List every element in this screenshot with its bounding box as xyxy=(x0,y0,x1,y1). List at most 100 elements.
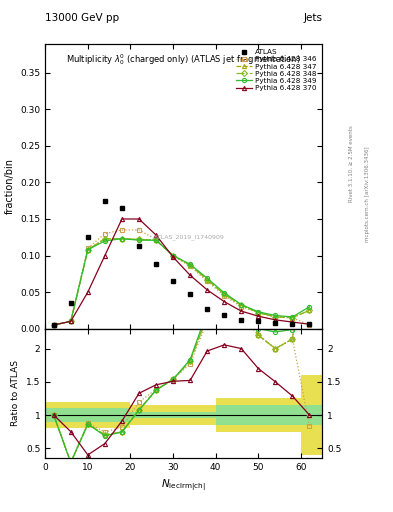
ATLAS xyxy=(188,290,193,296)
Pythia 6.428 349 xyxy=(256,309,261,315)
Pythia 6.428 346 xyxy=(103,230,107,237)
Pythia 6.428 370 xyxy=(239,308,244,314)
ATLAS xyxy=(290,321,295,327)
Pythia 6.428 347 xyxy=(188,262,193,268)
ATLAS xyxy=(85,234,90,240)
Pythia 6.428 348 xyxy=(119,236,124,242)
Pythia 6.428 346 xyxy=(290,314,295,321)
Text: Multiplicity $\lambda_0^0$ (charged only) (ATLAS jet fragmentation): Multiplicity $\lambda_0^0$ (charged only… xyxy=(66,52,301,67)
Pythia 6.428 349 xyxy=(307,304,312,310)
Pythia 6.428 347 xyxy=(222,291,227,297)
Pythia 6.428 346 xyxy=(68,318,73,325)
Pythia 6.428 370 xyxy=(205,287,209,293)
ATLAS xyxy=(222,312,227,318)
Pythia 6.428 346 xyxy=(239,304,244,310)
Line: ATLAS: ATLAS xyxy=(51,198,312,327)
Legend: ATLAS, Pythia 6.428 346, Pythia 6.428 347, Pythia 6.428 348, Pythia 6.428 349, P: ATLAS, Pythia 6.428 346, Pythia 6.428 34… xyxy=(234,47,319,93)
Pythia 6.428 370 xyxy=(307,321,312,327)
ATLAS xyxy=(51,322,56,328)
Pythia 6.428 348 xyxy=(307,307,312,313)
Line: Pythia 6.428 370: Pythia 6.428 370 xyxy=(51,217,312,327)
Pythia 6.428 349 xyxy=(171,252,175,259)
Pythia 6.428 349 xyxy=(68,318,73,325)
Pythia 6.428 346 xyxy=(137,227,141,233)
Text: 13000 GeV pp: 13000 GeV pp xyxy=(45,13,119,23)
Pythia 6.428 349 xyxy=(51,322,56,328)
Pythia 6.428 370 xyxy=(137,216,141,222)
Pythia 6.428 370 xyxy=(85,289,90,295)
Pythia 6.428 348 xyxy=(103,236,107,242)
Pythia 6.428 347 xyxy=(239,302,244,308)
Pythia 6.428 348 xyxy=(273,314,278,320)
Pythia 6.428 349 xyxy=(273,312,278,318)
Pythia 6.428 349 xyxy=(205,275,209,281)
Pythia 6.428 347 xyxy=(171,252,175,259)
Pythia 6.428 347 xyxy=(103,236,107,242)
Pythia 6.428 346 xyxy=(188,264,193,270)
Pythia 6.428 349 xyxy=(85,247,90,253)
Pythia 6.428 349 xyxy=(239,302,244,308)
Pythia 6.428 349 xyxy=(119,236,124,242)
Pythia 6.428 346 xyxy=(273,314,278,320)
Pythia 6.428 348 xyxy=(51,322,56,328)
Pythia 6.428 348 xyxy=(85,247,90,253)
Pythia 6.428 347 xyxy=(290,314,295,321)
Y-axis label: Ratio to ATLAS: Ratio to ATLAS xyxy=(11,360,20,426)
Pythia 6.428 370 xyxy=(103,252,107,259)
Pythia 6.428 349 xyxy=(103,238,107,244)
Pythia 6.428 346 xyxy=(51,322,56,328)
ATLAS xyxy=(154,261,158,267)
Pythia 6.428 348 xyxy=(239,302,244,308)
ATLAS xyxy=(119,205,124,211)
Pythia 6.428 347 xyxy=(68,318,73,325)
Pythia 6.428 346 xyxy=(171,252,175,259)
Pythia 6.428 346 xyxy=(222,293,227,299)
Pythia 6.428 370 xyxy=(119,216,124,222)
Pythia 6.428 349 xyxy=(137,237,141,243)
ATLAS xyxy=(68,300,73,306)
Pythia 6.428 370 xyxy=(154,232,158,238)
Pythia 6.428 370 xyxy=(256,313,261,319)
ATLAS xyxy=(273,319,278,326)
ATLAS xyxy=(205,306,209,312)
Line: Pythia 6.428 348: Pythia 6.428 348 xyxy=(51,237,312,327)
Pythia 6.428 346 xyxy=(85,245,90,251)
Pythia 6.428 370 xyxy=(171,254,175,260)
Pythia 6.428 347 xyxy=(51,322,56,328)
Pythia 6.428 346 xyxy=(119,227,124,233)
Pythia 6.428 346 xyxy=(154,237,158,243)
Pythia 6.428 346 xyxy=(256,309,261,315)
Pythia 6.428 349 xyxy=(290,314,295,320)
Pythia 6.428 348 xyxy=(188,262,193,268)
Pythia 6.428 346 xyxy=(205,278,209,284)
Pythia 6.428 347 xyxy=(256,309,261,315)
Text: Jets: Jets xyxy=(303,13,322,23)
Line: Pythia 6.428 346: Pythia 6.428 346 xyxy=(51,228,312,327)
Line: Pythia 6.428 347: Pythia 6.428 347 xyxy=(51,237,312,327)
Pythia 6.428 349 xyxy=(222,290,227,296)
Pythia 6.428 349 xyxy=(154,237,158,243)
ATLAS xyxy=(239,317,244,323)
Pythia 6.428 347 xyxy=(137,237,141,243)
ATLAS xyxy=(137,243,141,249)
Pythia 6.428 370 xyxy=(188,272,193,279)
Line: Pythia 6.428 349: Pythia 6.428 349 xyxy=(51,237,312,327)
X-axis label: $N_{\mathrm{leclrm|ch|}}$: $N_{\mathrm{leclrm|ch|}}$ xyxy=(161,478,206,494)
Pythia 6.428 348 xyxy=(137,237,141,243)
Pythia 6.428 347 xyxy=(205,276,209,283)
Pythia 6.428 347 xyxy=(307,307,312,313)
ATLAS xyxy=(307,321,312,327)
Pythia 6.428 370 xyxy=(68,318,73,325)
Pythia 6.428 348 xyxy=(171,252,175,259)
Text: mcplots.cern.ch [arXiv:1306.3436]: mcplots.cern.ch [arXiv:1306.3436] xyxy=(365,147,370,242)
Pythia 6.428 347 xyxy=(154,237,158,243)
ATLAS xyxy=(256,318,261,325)
Y-axis label: fraction/bin: fraction/bin xyxy=(5,158,15,214)
Pythia 6.428 348 xyxy=(154,237,158,243)
Pythia 6.428 347 xyxy=(273,314,278,320)
Pythia 6.428 348 xyxy=(290,314,295,321)
Pythia 6.428 347 xyxy=(119,236,124,242)
ATLAS xyxy=(171,278,175,284)
ATLAS xyxy=(103,198,107,204)
Pythia 6.428 370 xyxy=(290,319,295,325)
